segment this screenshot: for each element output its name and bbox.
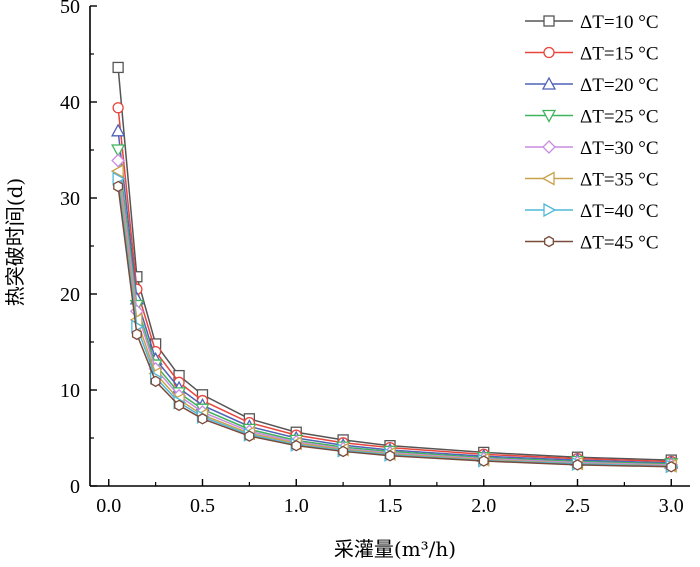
series-line (117, 107, 672, 463)
data-point (112, 61, 124, 74)
legend-label: ΔT=10 °C (580, 12, 659, 33)
x-tick-label: 0.5 (190, 495, 215, 517)
legend-label: ΔT=40 °C (580, 201, 659, 222)
data-point (244, 430, 255, 442)
y-tick-label: 50 (60, 0, 80, 18)
legend-item: ΔT=10 °C (525, 12, 659, 33)
legend: ΔT=10 °C ΔT=15 °C ΔT=20 °C ΔT=25 °C ΔT=30 °C… (525, 12, 659, 254)
series-line (117, 149, 672, 465)
data-point (131, 328, 142, 341)
data-point (338, 445, 349, 458)
y-tick-label: 0 (70, 476, 80, 498)
data-point (572, 459, 583, 471)
data-point (111, 123, 126, 137)
data-point (666, 461, 677, 473)
series-line (117, 67, 672, 461)
data-point (385, 450, 395, 462)
data-point (110, 164, 124, 179)
legend-marker (542, 140, 556, 154)
y-tick-label: 40 (60, 92, 80, 114)
axes: 0 10 20 30 40 50 0.0 0.5 1.0 1.5 2.0 2.5 3.0 (60, 0, 690, 517)
x-tick-label: 2.0 (471, 495, 496, 517)
y-tick-label: 20 (60, 284, 80, 306)
y-tick-label: 30 (60, 188, 80, 210)
series-8 (113, 180, 677, 473)
x-tick-label: 1.5 (378, 495, 403, 517)
legend-item: ΔT=20 °C (525, 75, 659, 96)
legend-marker (543, 46, 555, 59)
x-tick-label: 0.0 (96, 495, 121, 517)
y-axis-title: 热突破时间(d) (3, 178, 27, 306)
legend-item: ΔT=30 °C (525, 138, 659, 159)
series-line (117, 186, 672, 468)
legend-marker (541, 76, 557, 90)
data-point (113, 180, 124, 193)
data-point (112, 102, 124, 114)
legend-item: ΔT=15 °C (525, 44, 659, 65)
data-point (150, 375, 161, 388)
legend-marker (543, 202, 557, 218)
legend-item: ΔT=40 °C (525, 201, 659, 222)
legend-label: ΔT=15 °C (580, 44, 659, 65)
legend-marker (541, 109, 557, 123)
legend-marker (541, 171, 555, 186)
series-line (117, 160, 672, 466)
series-line (117, 130, 672, 464)
data-point (197, 413, 208, 425)
data-point (291, 439, 302, 452)
legend-label: ΔT=30 °C (580, 138, 659, 159)
legend-label: ΔT=20 °C (580, 75, 659, 96)
legend-item: ΔT=25 °C (525, 107, 659, 128)
x-tick-label: 3.0 (659, 495, 684, 517)
y-tick-label: 10 (60, 380, 80, 402)
legend-item: ΔT=45 °C (525, 233, 659, 254)
data-point (174, 399, 185, 412)
series-line (117, 171, 672, 467)
data-point (111, 144, 126, 158)
legend-marker (544, 235, 554, 248)
legend-label: ΔT=45 °C (580, 233, 659, 254)
data-point (478, 455, 489, 467)
legend-item: ΔT=35 °C (525, 170, 659, 191)
legend-marker (543, 15, 555, 27)
series-layer (110, 61, 679, 474)
x-tick-label: 2.5 (565, 495, 590, 517)
x-axis-title: 采灌量(m³/h) (334, 537, 456, 561)
x-tick-label: 1.0 (284, 495, 309, 517)
legend-label: ΔT=35 °C (580, 170, 659, 191)
data-point (111, 153, 126, 168)
legend-label: ΔT=25 °C (580, 107, 659, 128)
